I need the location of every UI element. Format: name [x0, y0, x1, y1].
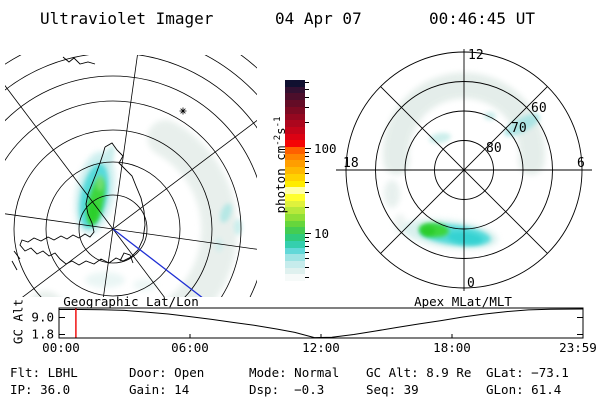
date-label: 04 Apr 07: [275, 9, 362, 28]
timeline-ticks: [59, 317, 583, 338]
status-seq: Seq: 39: [366, 382, 419, 397]
xtick-1800: 18:00: [433, 340, 471, 355]
ytick-bottom: 1.8: [31, 327, 54, 342]
mlt-6-label: 6: [577, 156, 585, 171]
mlt-18-label: 18: [343, 156, 359, 171]
status-glat: GLat: −73.1: [486, 365, 569, 380]
status-flt: Flt: LBHL: [10, 365, 78, 380]
timeline-frame: [58, 307, 584, 339]
xtick-2359: 23:59: [559, 340, 597, 355]
status-gcalt: GC Alt: 8.9 Re: [366, 365, 472, 380]
apex-grid-labels: 12 18 6 0 60 70 80: [343, 48, 585, 291]
aurora-image-left: [32, 120, 242, 297]
geographic-polar-plot: [5, 55, 257, 297]
orbit-track-line: [112, 228, 203, 297]
mlat-80-label: 80: [486, 141, 502, 156]
mlt-0-label: 0: [467, 276, 475, 291]
right-plot-title: Apex MLat/MLT: [414, 294, 512, 309]
status-mode: Mode: Normal: [249, 365, 340, 380]
status-door: Door: Open: [129, 365, 205, 380]
page-title: Ultraviolet Imager: [40, 9, 214, 28]
time-label: 00:46:45 UT: [429, 9, 535, 28]
xtick-0600: 06:00: [171, 340, 209, 355]
status-ip: IP: 36.0: [10, 382, 71, 397]
mlt-12-label: 12: [468, 48, 484, 63]
left-plot-title: Geographic Lat/Lon: [63, 294, 199, 309]
colorbar-gradient: [285, 80, 305, 282]
status-dsp: Dsp: −0.3: [249, 382, 325, 397]
mlat-70-label: 70: [511, 121, 527, 136]
ytick-top: 9.0: [31, 310, 54, 325]
colorbar-ticks: 100 10: [285, 80, 345, 281]
status-glon: GLon: 61.4: [486, 382, 562, 397]
mlat-60-label: 60: [531, 101, 547, 116]
colorbar-axis-label: photon cm-2s-1: [273, 116, 289, 214]
apex-grid: [336, 49, 592, 291]
xtick-0000: 00:00: [42, 340, 80, 355]
star-marker: [179, 107, 187, 115]
xtick-1200: 12:00: [302, 340, 340, 355]
status-gain: Gain: 14: [129, 382, 190, 397]
timeline-axis-labels: 9.0 1.8 00:00 06:00 12:00 18:00 23:59: [31, 310, 596, 356]
gc-alt-timeline: 9.0 1.8 00:00 06:00 12:00 18:00 23:59: [31, 307, 597, 356]
gc-alt-curve: [59, 308, 584, 339]
apex-polar-plot: 12 18 6 0 60 70 80: [336, 48, 592, 291]
